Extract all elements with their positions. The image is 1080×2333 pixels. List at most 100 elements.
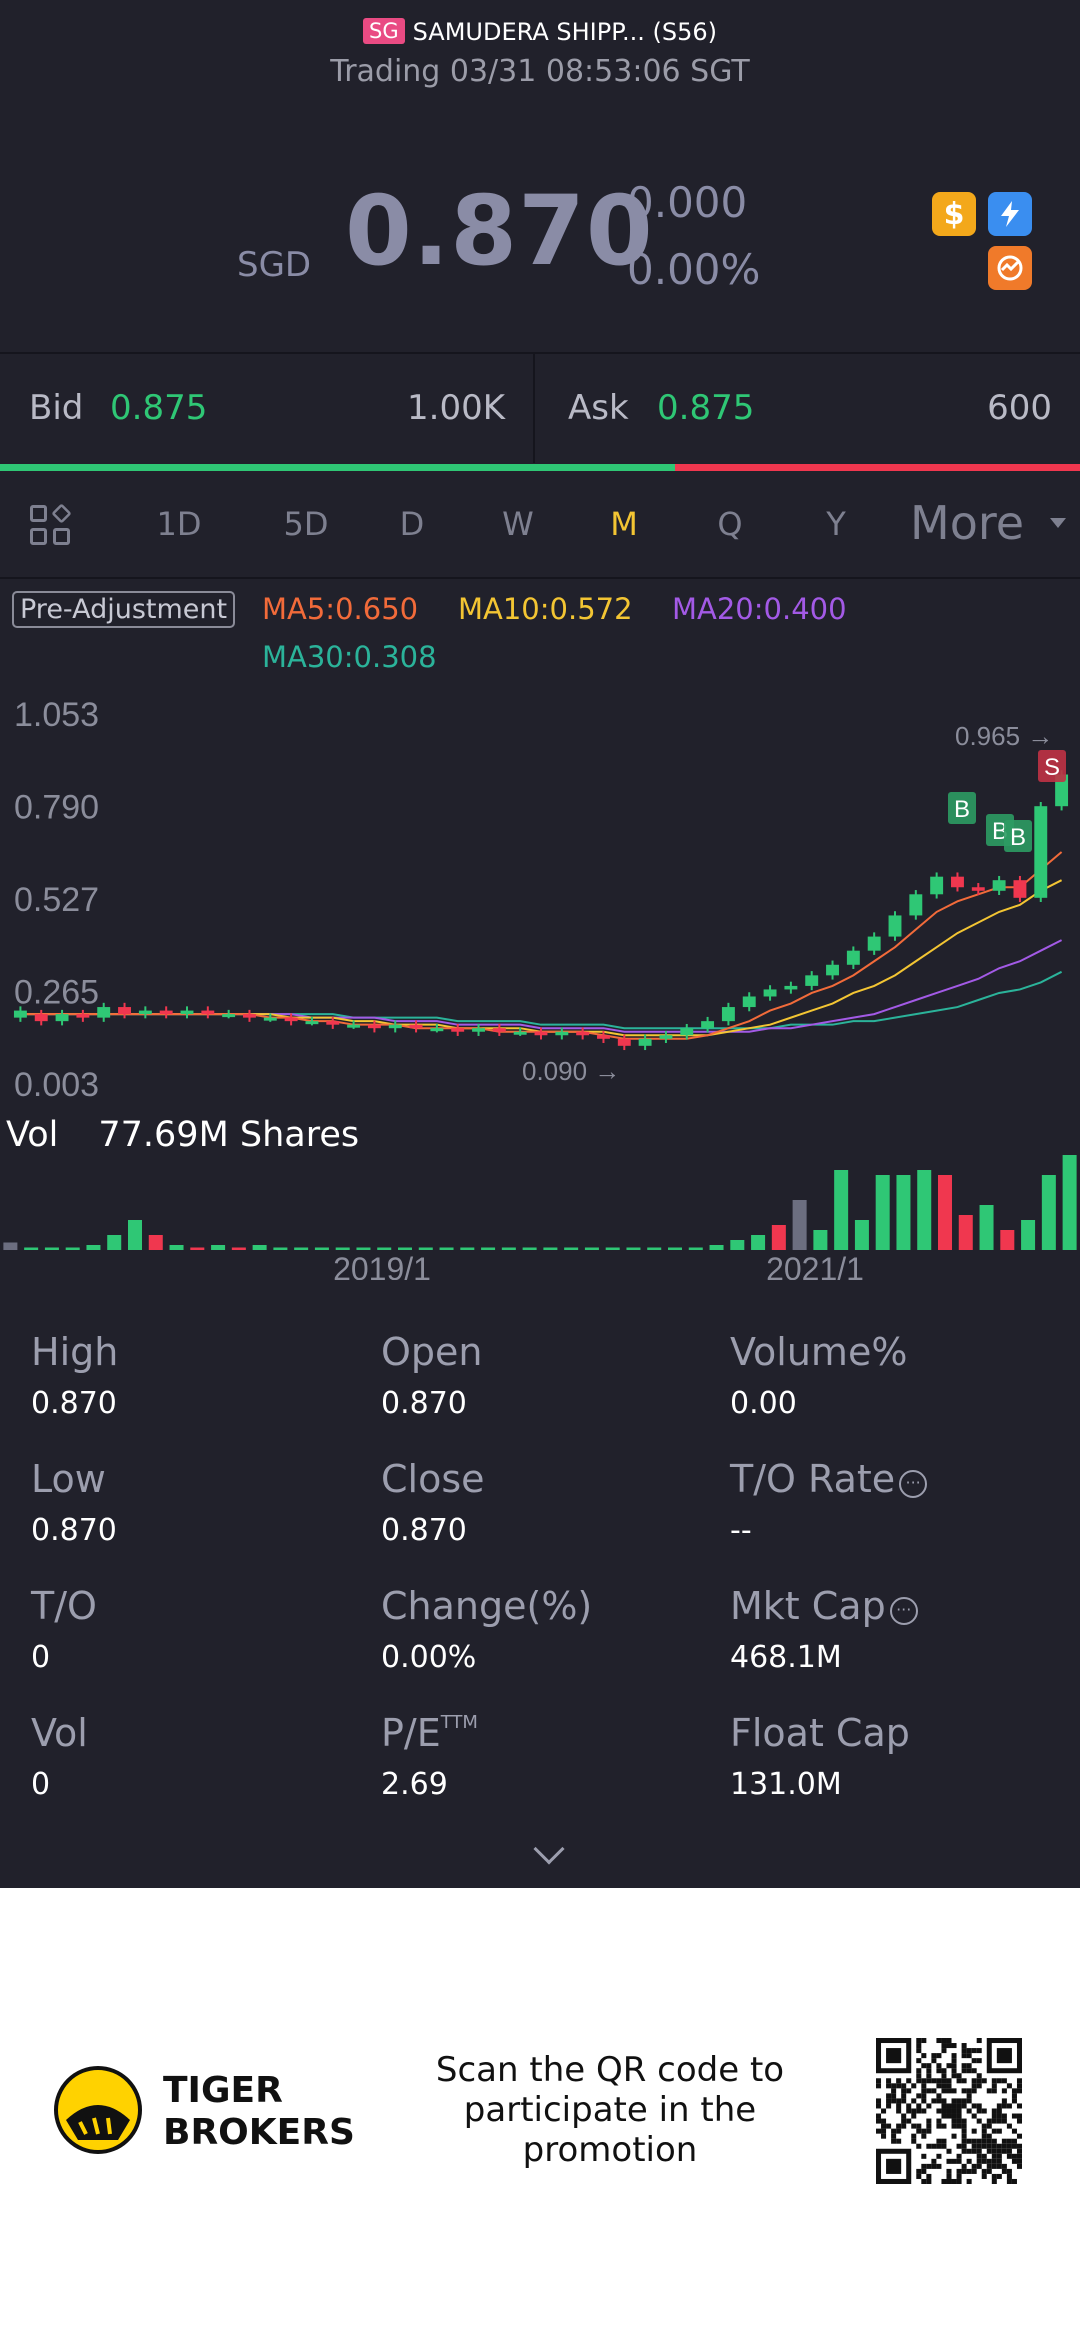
candle bbox=[55, 1014, 69, 1022]
qr-module bbox=[896, 2123, 902, 2129]
tab-1d[interactable]: 1D bbox=[156, 505, 202, 543]
qr-module bbox=[976, 2083, 982, 2089]
volume-bar bbox=[688, 1247, 703, 1250]
qr-module bbox=[886, 2093, 892, 2099]
candle bbox=[347, 1024, 361, 1028]
qr-module bbox=[1006, 2168, 1012, 2174]
stat-label: Vol bbox=[31, 1711, 88, 1755]
qr-module bbox=[956, 2143, 962, 2149]
y-tick-label: 0.527 bbox=[14, 881, 99, 919]
volume-bar bbox=[834, 1170, 849, 1250]
volume-bar bbox=[1021, 1220, 1036, 1250]
qr-module bbox=[991, 2078, 997, 2084]
qr-module bbox=[1016, 2158, 1022, 2164]
qr-module bbox=[951, 2058, 957, 2064]
tab-q[interactable]: Q bbox=[717, 505, 743, 543]
info-icon[interactable]: ··· bbox=[899, 1470, 928, 1498]
qr-module bbox=[941, 2178, 947, 2184]
volume-bar bbox=[439, 1247, 454, 1250]
dollar-icon[interactable]: $ bbox=[932, 192, 976, 236]
qr-module bbox=[961, 2043, 967, 2049]
stat-label: Open bbox=[381, 1330, 483, 1374]
qr-module bbox=[916, 2143, 922, 2149]
brand-name: TIGER BROKERS bbox=[163, 2070, 355, 2154]
tab-m[interactable]: M bbox=[610, 505, 638, 543]
candlestick-chart[interactable]: 1.053 0.790 0.527 0.265 0.003 0.965 → 0.090 → B… bbox=[0, 680, 1080, 1280]
qr-module bbox=[956, 2078, 962, 2084]
tiger-icon[interactable] bbox=[988, 246, 1032, 290]
volume-bar bbox=[398, 1247, 412, 1250]
qr-module bbox=[926, 2143, 932, 2149]
tab-5d[interactable]: 5D bbox=[283, 505, 329, 543]
qr-module bbox=[881, 2123, 887, 2129]
stock-name: SAMUDERA SHIPP... (S56) bbox=[412, 18, 717, 46]
qr-module bbox=[936, 2053, 942, 2059]
ma30-label: MA30:0.308 bbox=[262, 640, 437, 674]
qr-module bbox=[941, 2078, 947, 2084]
volume-bar bbox=[938, 1175, 952, 1250]
volume-bar bbox=[958, 1215, 973, 1250]
qr-module bbox=[961, 2088, 967, 2094]
qr-module bbox=[1011, 2128, 1017, 2134]
qr-module bbox=[916, 2128, 922, 2134]
volume-bar bbox=[792, 1200, 807, 1250]
candle bbox=[284, 1017, 298, 1022]
candle bbox=[867, 936, 881, 951]
qr-module bbox=[976, 2138, 982, 2144]
qr-module bbox=[941, 2038, 947, 2044]
qr-module bbox=[956, 2073, 962, 2079]
volume-bar bbox=[273, 1247, 288, 1250]
tab-d[interactable]: D bbox=[399, 505, 425, 543]
qr-module bbox=[991, 2148, 997, 2154]
y-tick-label: 0.265 bbox=[14, 974, 99, 1012]
candle bbox=[597, 1035, 610, 1039]
y-tick-label: 0.790 bbox=[14, 789, 99, 827]
qr-module bbox=[1006, 2138, 1012, 2144]
volume-bar bbox=[854, 1220, 869, 1250]
qr-module bbox=[991, 2158, 997, 2164]
candle bbox=[930, 876, 944, 895]
volume-bar bbox=[3, 1242, 18, 1250]
info-icon[interactable]: ··· bbox=[889, 1597, 918, 1625]
qr-module bbox=[966, 2098, 972, 2104]
qr-module bbox=[916, 2073, 922, 2079]
volume-bar bbox=[314, 1247, 329, 1250]
stock-title[interactable]: SG SAMUDERA SHIPP... (S56) bbox=[0, 18, 1080, 46]
qr-module bbox=[961, 2053, 967, 2059]
qr-module bbox=[1001, 2103, 1007, 2109]
candle bbox=[326, 1021, 340, 1025]
tab-w[interactable]: W bbox=[502, 505, 534, 543]
qr-module bbox=[1016, 2153, 1022, 2159]
volume-bar bbox=[1062, 1155, 1077, 1250]
qr-module bbox=[996, 2078, 1002, 2084]
volume-bar bbox=[501, 1247, 516, 1250]
volume-bar bbox=[647, 1247, 662, 1250]
qr-module bbox=[996, 2103, 1002, 2109]
qr-module bbox=[956, 2123, 962, 2129]
qr-module bbox=[956, 2178, 962, 2184]
qr-module bbox=[951, 2073, 957, 2079]
qr-module bbox=[921, 2098, 927, 2104]
more-periods-button[interactable]: More bbox=[910, 496, 1025, 550]
candle bbox=[76, 1014, 90, 1018]
qr-module bbox=[891, 2128, 897, 2134]
ask-quantity: 600 bbox=[987, 388, 1052, 428]
flash-icon[interactable] bbox=[988, 192, 1032, 236]
qr-module bbox=[901, 2088, 907, 2094]
qr-module bbox=[921, 2163, 927, 2169]
candle bbox=[492, 1028, 506, 1032]
ask-price: 0.875 bbox=[657, 388, 755, 428]
qr-module bbox=[896, 2078, 902, 2084]
adjustment-toggle[interactable]: Pre-Adjustment bbox=[12, 591, 236, 628]
candle bbox=[846, 950, 860, 965]
chevron-down-icon[interactable] bbox=[1050, 518, 1066, 528]
layout-grid-icon[interactable] bbox=[30, 503, 72, 547]
qr-module bbox=[991, 2143, 997, 2149]
qr-module bbox=[931, 2078, 937, 2084]
tab-y[interactable]: Y bbox=[826, 505, 846, 543]
ma5-label: MA5:0.650 bbox=[262, 592, 419, 626]
qr-module bbox=[921, 2093, 927, 2099]
volume-bar bbox=[148, 1235, 163, 1250]
qr-module bbox=[911, 2108, 917, 2114]
qr-module bbox=[976, 2078, 982, 2084]
